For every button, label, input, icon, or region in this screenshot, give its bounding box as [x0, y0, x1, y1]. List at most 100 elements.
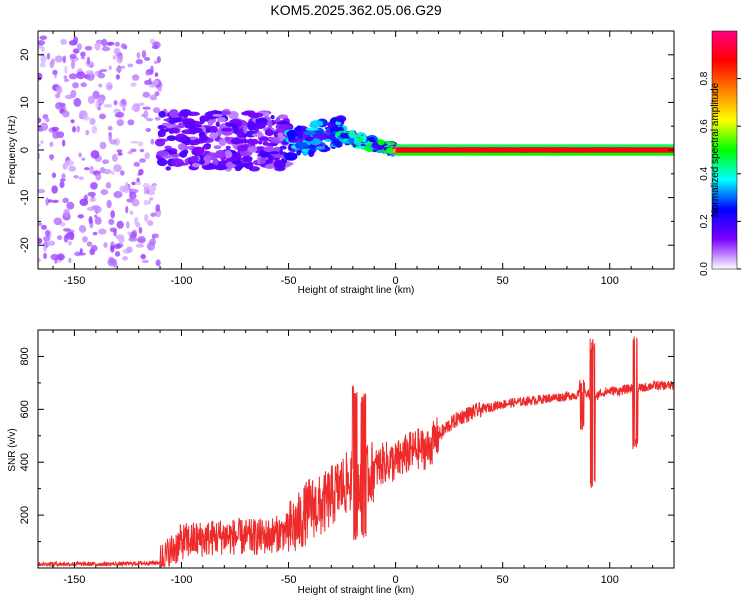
spectrogram-cell: [92, 90, 100, 100]
spectrogram-cell: [140, 253, 147, 260]
spectrogram-cell: [98, 113, 107, 120]
spectrogram-cell: [348, 137, 355, 144]
spectrogram-cell: [157, 87, 162, 92]
spectrogram-cell: [100, 189, 109, 196]
spectrogram-cell: [62, 197, 69, 204]
spectrogram-cell: [212, 113, 223, 118]
spectrogram-cell: [127, 231, 132, 235]
spectrogram-cell: [92, 231, 98, 236]
spectrogram-x-ticks: -150 -100 -50 0 50 100: [52, 31, 675, 287]
spectrogram-cell: [150, 138, 155, 145]
spectrogram-cell: [61, 139, 66, 147]
spectrogram-cell: [272, 154, 285, 158]
spectrogram-cell: [113, 47, 121, 56]
spectrogram-cell: [156, 150, 170, 157]
spectrogram-cell: [262, 141, 270, 146]
spectrogram-cell: [362, 134, 367, 143]
spectrogram-cell: [114, 251, 121, 257]
spectrogram-cell: [182, 118, 196, 126]
spectrogram-cell: [108, 65, 112, 71]
snr-x-tick-label: -50: [281, 574, 297, 586]
spectrogram-cell: [59, 180, 65, 189]
spectrogram-cell: [113, 191, 123, 199]
spectrogram-y-tick-label: 20: [19, 49, 31, 61]
spectrogram-cell: [141, 259, 149, 264]
spectrogram-x-tick-label: 100: [601, 275, 619, 287]
spectrogram-cell: [49, 60, 55, 69]
spectrogram-cell: [91, 125, 98, 134]
spectrogram-cell: [125, 181, 129, 191]
spectrogram-marks: [38, 35, 674, 268]
spectrogram-x-tick-label: -100: [170, 275, 192, 287]
spectrogram-cell: [116, 220, 124, 229]
spectrogram-cell: [268, 136, 281, 141]
spectrogram-cell: [68, 73, 78, 80]
spectrogram-cell: [62, 55, 66, 64]
colorbar-tick-label: 0.6: [699, 119, 710, 133]
spectrogram-cell: [41, 46, 45, 52]
spectrogram-cell: [108, 133, 112, 142]
spectrogram-cell: [47, 199, 53, 203]
spectrogram-cell: [148, 199, 152, 205]
spectrogram-cell: [62, 228, 71, 232]
snr-x-ticks: -150 -100 -50 0 50 100: [52, 330, 675, 586]
snr-series-line: [38, 336, 674, 568]
spectrogram-cell: [50, 253, 60, 261]
spectrogram-cell: [39, 35, 48, 40]
spectrogram-x-tick-label: -150: [63, 275, 85, 287]
spectrogram-cell: [51, 185, 58, 194]
spectrogram-cell: [368, 136, 376, 143]
spectrogram-cell: [139, 158, 147, 163]
spectrogram-cell: [138, 102, 145, 107]
spectrogram-cell: [277, 124, 292, 130]
spectrogram-cell: [234, 166, 242, 172]
spectrogram-cell: [113, 100, 118, 106]
spectrogram-cell: [63, 208, 70, 218]
spectrogram-cell: [94, 214, 98, 218]
spectrogram-cell: [73, 175, 79, 179]
spectrogram-cell: [241, 111, 252, 116]
spectrogram-cell: [175, 133, 188, 143]
spectrogram-cell: [308, 148, 315, 158]
spectrogram-cell: [303, 130, 316, 136]
spectrogram-cell: [287, 132, 296, 141]
spectrogram-band-edge: [395, 144, 674, 148]
spectrogram-cell: [247, 120, 255, 127]
spectrogram-cell: [251, 133, 265, 137]
spectrogram-cell: [80, 56, 86, 60]
spectrogram-cell: [55, 102, 64, 110]
snr-frame: [37, 329, 675, 569]
spectrogram-cell: [149, 94, 158, 101]
spectrogram-cell: [131, 198, 140, 207]
spectrogram-cell: [130, 148, 137, 153]
spectrogram-cell: [122, 256, 128, 261]
spectrogram-cell: [86, 241, 93, 247]
spectrogram-cell: [198, 158, 205, 165]
spectrogram-y-tick-label: 10: [19, 96, 31, 108]
spectrogram-y-tick-label: -10: [19, 190, 31, 206]
spectrogram-cell: [276, 121, 290, 125]
spectrogram-cell: [98, 228, 107, 235]
spectrogram-cell: [305, 136, 314, 142]
colorbar-tick-label: 0.0: [699, 262, 710, 276]
spectrogram-cell: [107, 125, 113, 131]
spectrogram-cell: [116, 119, 124, 127]
spectrogram-cell: [68, 240, 72, 246]
spectrogram-cell: [264, 163, 275, 170]
spectrogram-cell: [150, 65, 154, 75]
spectrogram-cell: [279, 149, 284, 156]
spectrogram-cell: [97, 72, 106, 79]
spectrogram-cell: [263, 147, 276, 152]
spectrogram-cell: [73, 97, 82, 107]
spectrogram-cell: [137, 172, 142, 176]
spectrogram-cell: [228, 110, 239, 120]
spectrogram-cell: [51, 126, 59, 132]
spectrogram-cell: [177, 143, 187, 151]
snr-x-tick-label: -150: [63, 574, 85, 586]
spectrogram-cell: [70, 89, 77, 99]
spectrogram-cell: [138, 226, 143, 234]
spectrogram-cell: [192, 146, 205, 156]
spectrogram-x-tick-label: -50: [281, 275, 297, 287]
spectrogram-cell: [117, 152, 123, 156]
